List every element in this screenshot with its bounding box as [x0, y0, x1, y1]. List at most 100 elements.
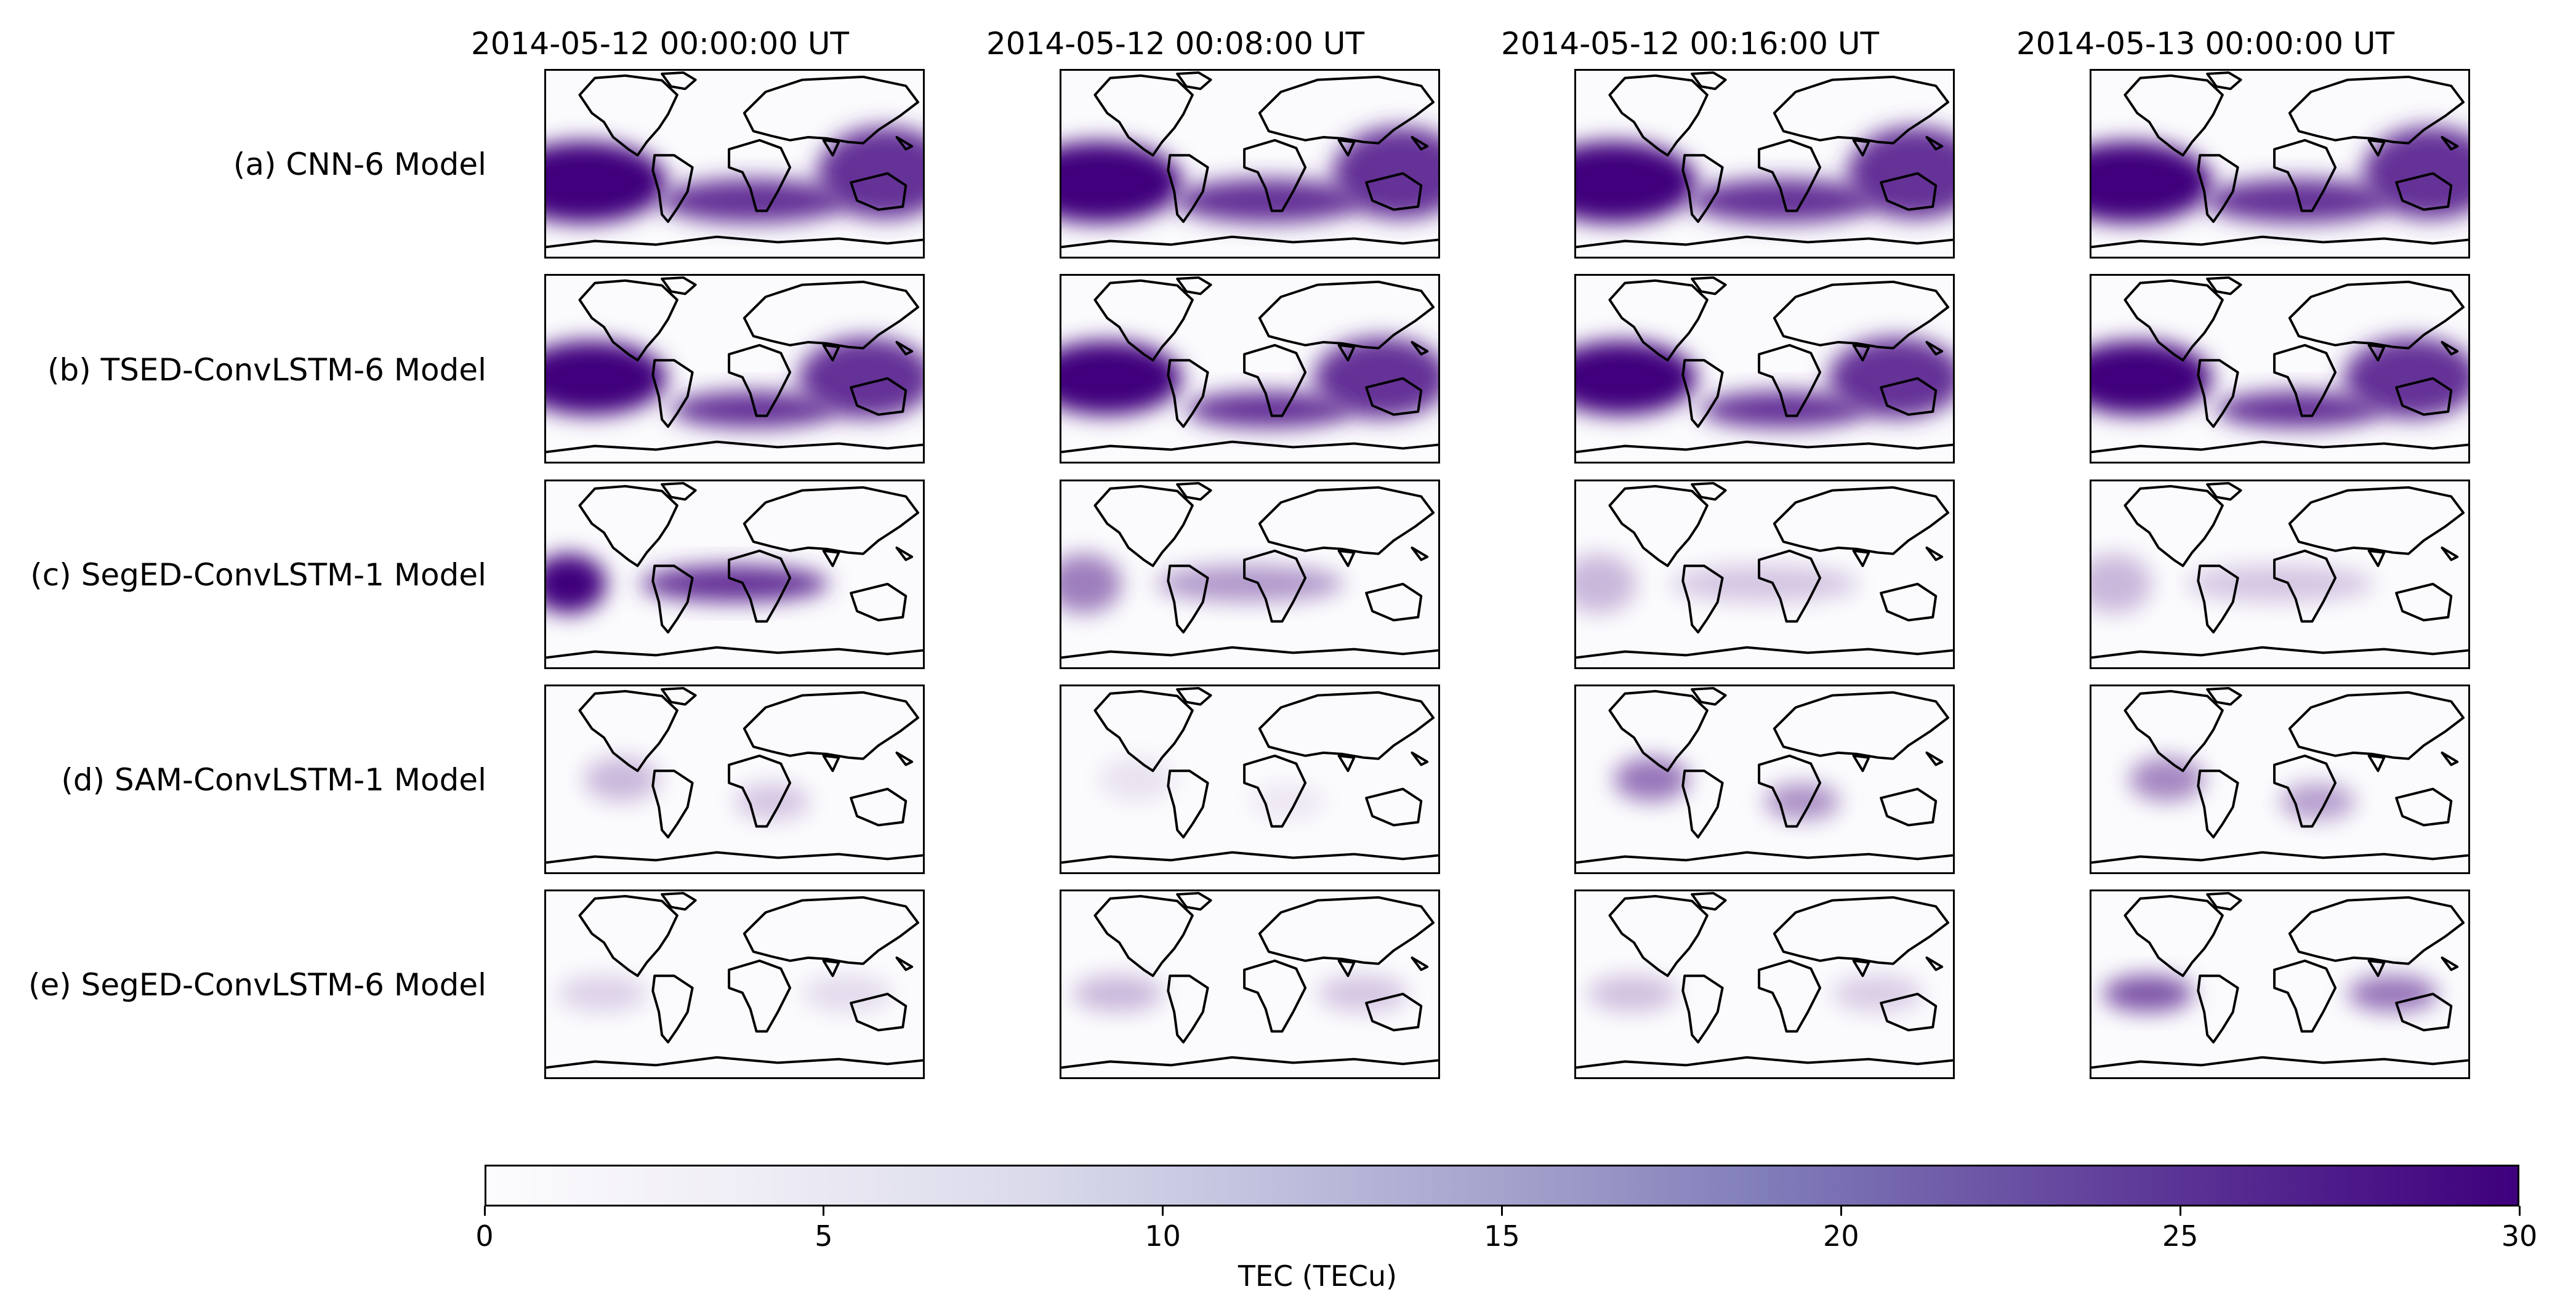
- map-svg: [2091, 276, 2468, 462]
- tec-region: [1576, 553, 1636, 614]
- coastline: [1167, 769, 1209, 839]
- coastline: [661, 276, 697, 295]
- map-svg: [1576, 71, 1953, 257]
- coastline: [1576, 851, 1953, 864]
- coastline: [578, 74, 678, 157]
- coastline: [2288, 896, 2465, 965]
- coastline: [546, 646, 923, 659]
- coastline: [2367, 549, 2386, 568]
- coastline: [1691, 481, 1727, 501]
- map-svg: [546, 891, 923, 1077]
- coastline: [2273, 343, 2337, 417]
- coastline: [661, 71, 697, 90]
- coastline: [2123, 484, 2224, 568]
- coastline: [1337, 139, 1356, 157]
- coastline: [2273, 139, 2337, 212]
- coastline: [1258, 691, 1435, 760]
- row-label: (e) SegED-ConvLSTM-6 Model: [28, 967, 486, 1003]
- tec-region: [1061, 553, 1122, 614]
- coastline: [2395, 787, 2453, 827]
- map-svg: [1061, 891, 1438, 1077]
- colorbar-tick: [2179, 1206, 2181, 1216]
- colorbar-tick-label: 10: [1145, 1219, 1181, 1253]
- tec-region: [1576, 141, 1697, 223]
- coastline: [2367, 139, 2386, 157]
- coastline: [1681, 769, 1724, 839]
- coastline: [743, 486, 920, 555]
- coastline: [1681, 359, 1724, 428]
- coastline: [2206, 481, 2242, 501]
- map-panel: [1574, 274, 1955, 464]
- coastline: [546, 235, 923, 249]
- coastline: [1167, 359, 1209, 428]
- map-svg: [2091, 686, 2468, 872]
- map-svg: [2091, 481, 2468, 667]
- coastline: [1061, 440, 1438, 454]
- map-panel: [1060, 685, 1440, 874]
- coastline: [2123, 689, 2224, 773]
- coastline: [1411, 135, 1429, 151]
- tec-region: [1099, 757, 1175, 802]
- coastline: [1337, 754, 1356, 773]
- coastline: [1258, 280, 1435, 350]
- coastline: [2206, 276, 2242, 295]
- map-svg: [546, 686, 923, 872]
- coastline: [1093, 279, 1194, 362]
- map-svg: [1576, 276, 1953, 462]
- coastline: [1852, 959, 1870, 978]
- coastline: [2367, 343, 2386, 362]
- column-title: 2014-05-12 00:08:00 UT: [986, 26, 1365, 62]
- coastline: [1411, 956, 1429, 971]
- tec-region: [557, 974, 648, 1013]
- coastline: [2395, 172, 2453, 211]
- coastline: [2197, 564, 2239, 634]
- map-svg: [1576, 891, 1953, 1077]
- coastline: [1925, 546, 1944, 561]
- coastline: [1576, 235, 1953, 249]
- coastline: [2367, 754, 2386, 773]
- coastline: [1243, 754, 1307, 828]
- coastline: [1925, 956, 1944, 971]
- coastline: [1176, 481, 1212, 501]
- coastline: [1880, 787, 1938, 827]
- coastline: [2197, 359, 2239, 428]
- coastline: [1880, 992, 1938, 1032]
- colorbar-tick-label: 30: [2501, 1219, 2538, 1253]
- coastline: [2123, 279, 2224, 362]
- coastline: [2273, 754, 2337, 828]
- tec-region: [1061, 141, 1182, 223]
- coastline: [850, 377, 908, 416]
- coastline: [1411, 751, 1429, 766]
- coastline: [1365, 172, 1423, 211]
- coastline: [1852, 139, 1870, 157]
- coastline: [1411, 546, 1429, 561]
- coastline: [1411, 340, 1429, 356]
- coastline: [895, 546, 914, 561]
- coastline: [822, 343, 840, 362]
- coastline: [2123, 894, 2224, 978]
- coastline: [2206, 71, 2242, 90]
- tec-region: [1587, 974, 1678, 1013]
- colorbar-tick-label: 0: [475, 1219, 494, 1253]
- map-panel: [1574, 889, 1955, 1079]
- coastline: [822, 959, 840, 978]
- coastline: [1681, 154, 1724, 223]
- coastline: [2441, 135, 2459, 151]
- coastline: [1691, 276, 1727, 295]
- tec-region: [584, 757, 659, 802]
- coastline: [2197, 154, 2239, 223]
- coastline: [1681, 974, 1724, 1044]
- coastline: [1576, 1056, 1953, 1069]
- coastline: [1167, 974, 1209, 1044]
- coastline: [2288, 280, 2465, 350]
- coastline: [743, 691, 920, 760]
- coastline: [2288, 75, 2465, 145]
- map-panel: [2090, 69, 2470, 259]
- map-panel: [2090, 274, 2470, 464]
- coastline: [651, 359, 694, 428]
- coastline: [1167, 564, 1209, 634]
- coastline: [2288, 691, 2465, 760]
- coastline: [1608, 689, 1709, 773]
- colorbar: [485, 1165, 2519, 1207]
- coastline: [661, 481, 697, 501]
